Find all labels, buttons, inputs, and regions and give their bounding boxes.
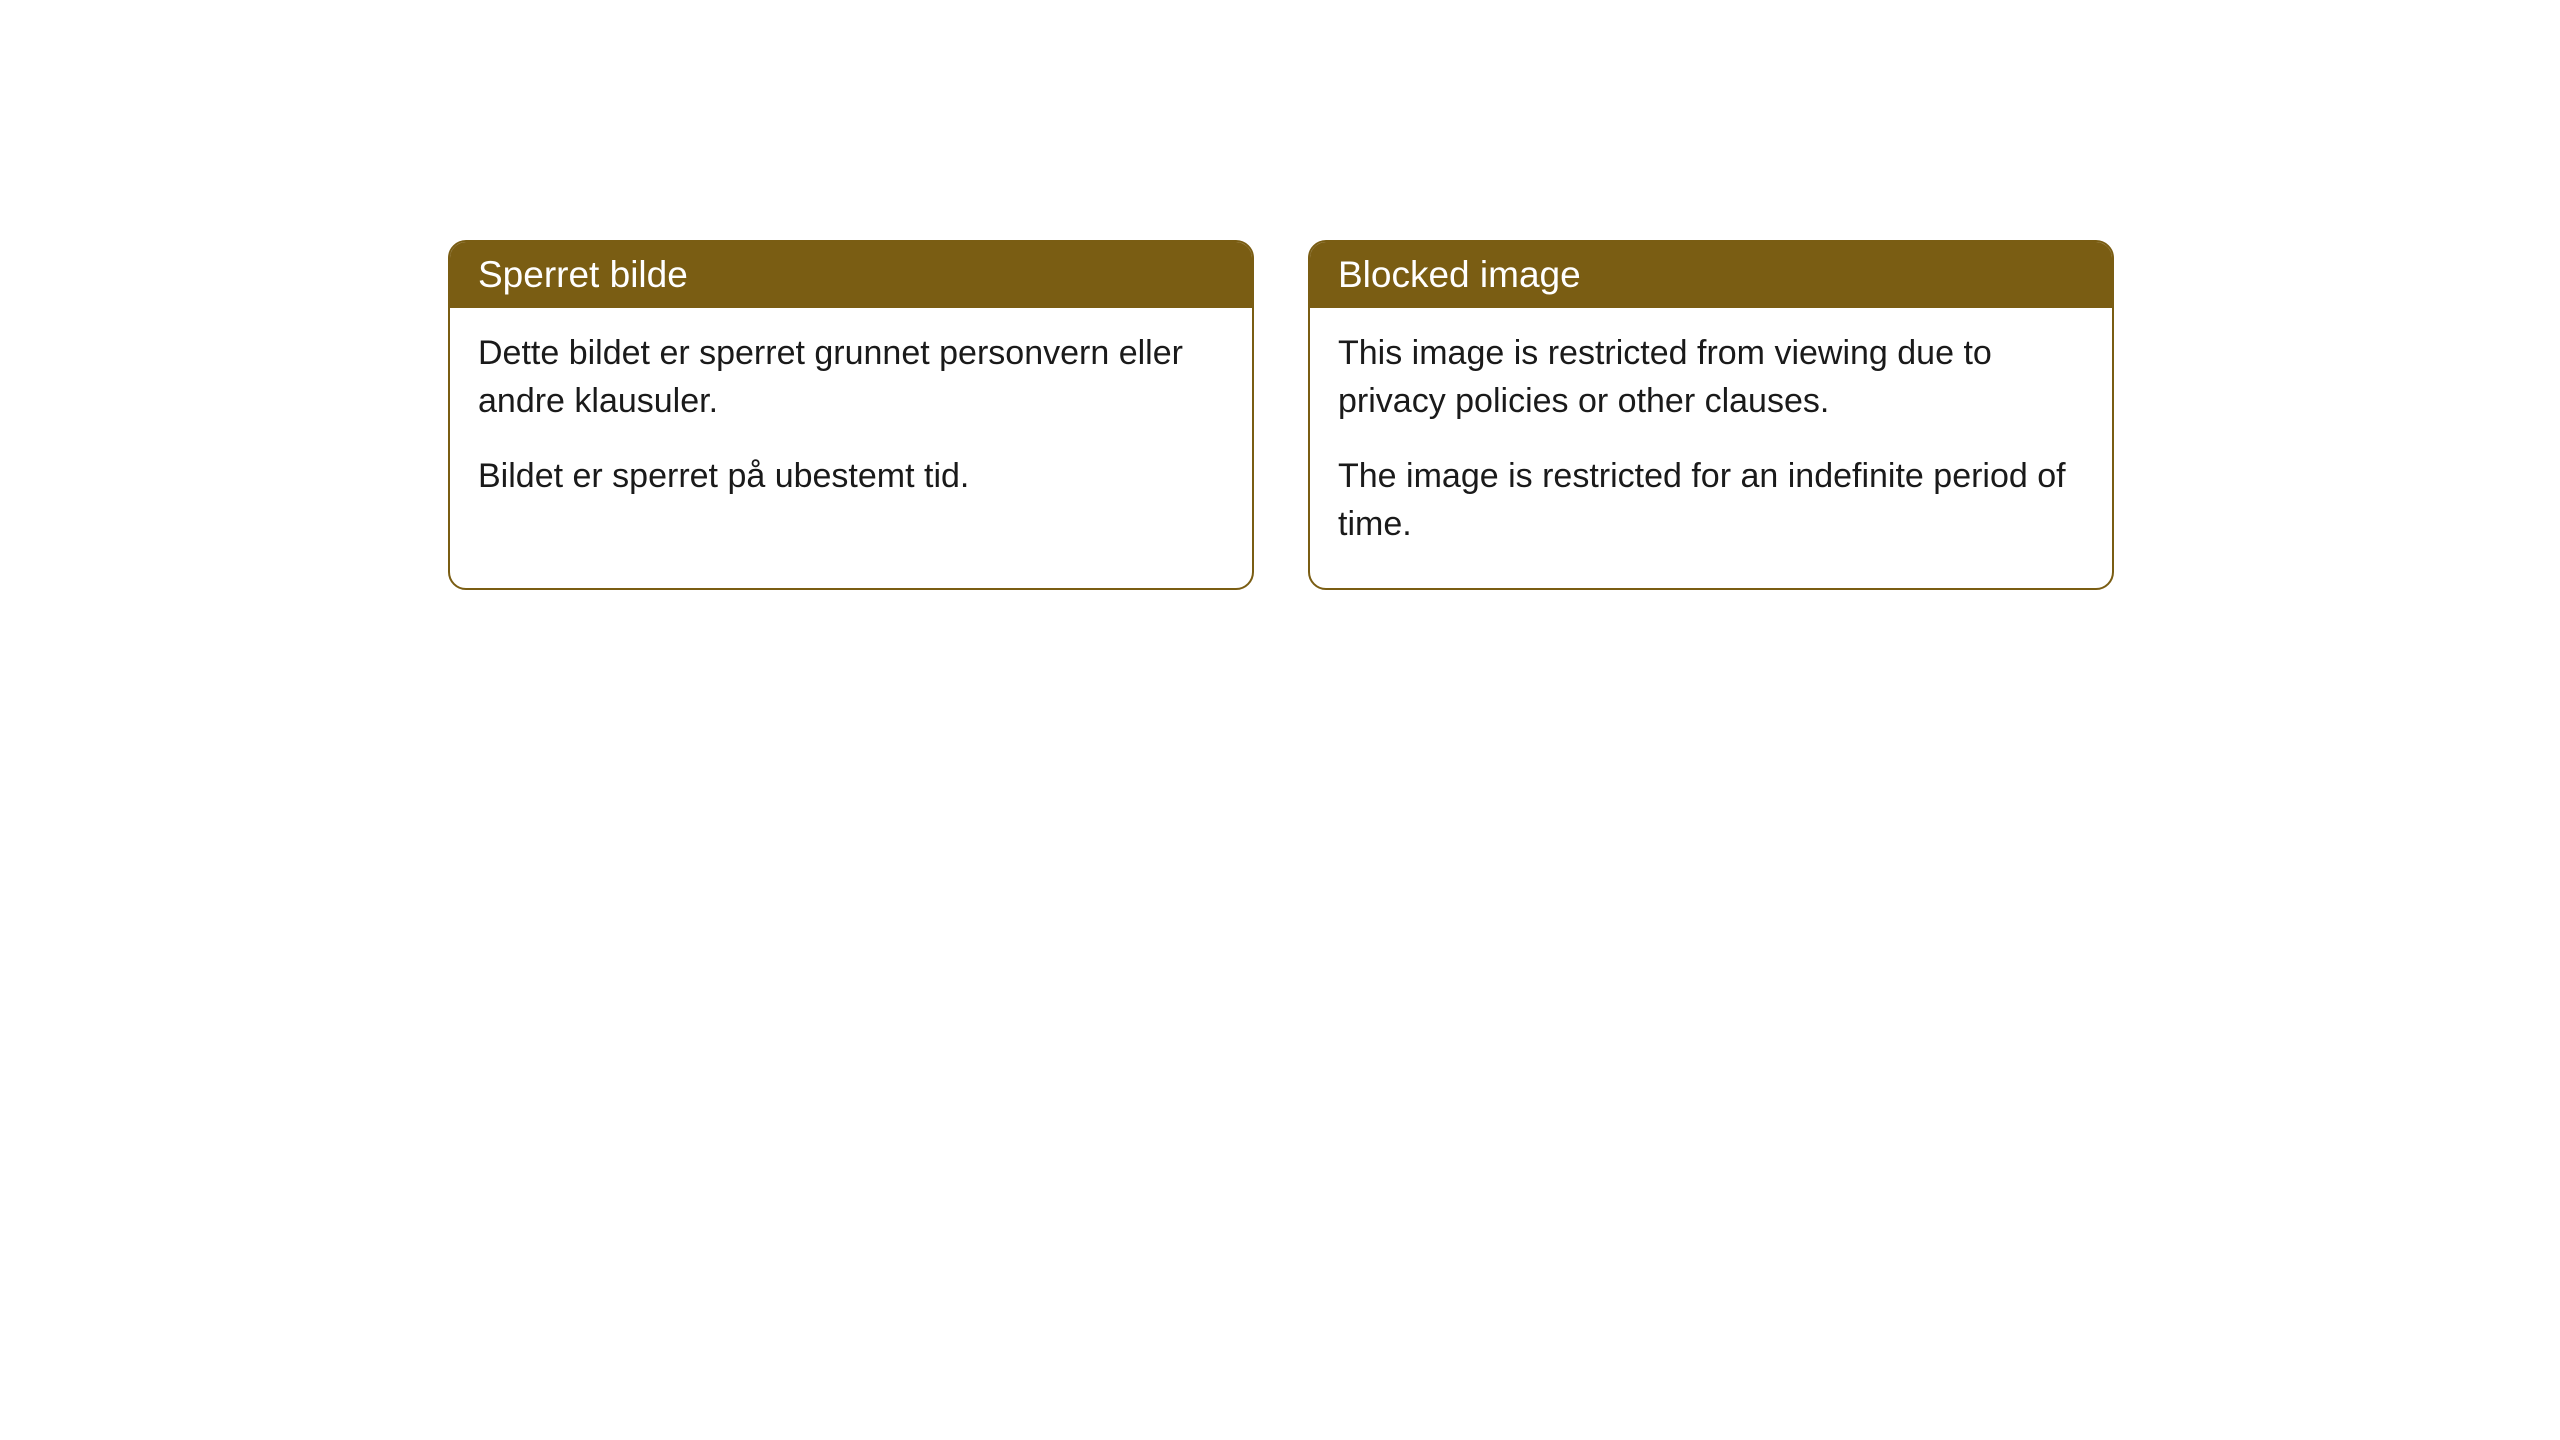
card-body: Dette bildet er sperret grunnet personve… [450,308,1252,541]
card-paragraph: The image is restricted for an indefinit… [1338,453,2084,548]
notice-cards-container: Sperret bilde Dette bildet er sperret gr… [448,240,2114,590]
card-paragraph: Bildet er sperret på ubestemt tid. [478,453,1224,501]
card-header: Sperret bilde [450,242,1252,308]
card-body: This image is restricted from viewing du… [1310,308,2112,588]
card-header: Blocked image [1310,242,2112,308]
notice-card-english: Blocked image This image is restricted f… [1308,240,2114,590]
notice-card-norwegian: Sperret bilde Dette bildet er sperret gr… [448,240,1254,590]
card-paragraph: Dette bildet er sperret grunnet personve… [478,330,1224,425]
card-paragraph: This image is restricted from viewing du… [1338,330,2084,425]
